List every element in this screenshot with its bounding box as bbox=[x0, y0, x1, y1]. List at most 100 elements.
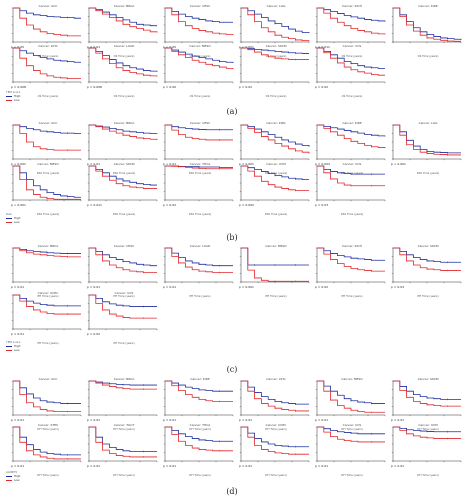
p-value: p = 0.01 bbox=[87, 418, 101, 422]
p-value: p = 0.02 bbox=[87, 332, 101, 336]
x-axis-label: DSS Time (years) bbox=[36, 172, 60, 175]
legend-swatch bbox=[6, 349, 12, 351]
km-curve-high bbox=[165, 247, 233, 267]
panel-title: Cancer: KICH bbox=[342, 4, 362, 8]
x-axis-label: OS Time (years) bbox=[341, 95, 363, 98]
legend-item: Low bbox=[6, 348, 20, 352]
km-curve-high bbox=[13, 426, 81, 456]
legend-item: Low bbox=[6, 98, 20, 102]
km-panel: Cancer: LUAD p = 0.008 OS Time (years) bbox=[81, 44, 158, 98]
panel-title: Cancer: ACC bbox=[38, 121, 58, 125]
panel-title: Cancer: UVM bbox=[266, 162, 286, 166]
x-axis-label: OS Time (years) bbox=[265, 55, 287, 58]
km-plot bbox=[391, 124, 462, 161]
x-axis-label: DSS Time (years) bbox=[264, 172, 288, 175]
km-curve-high bbox=[89, 426, 157, 452]
km-plot bbox=[239, 380, 310, 417]
p-value: p = 0.01 bbox=[87, 464, 101, 468]
km-plot bbox=[87, 380, 158, 417]
km-curve-low bbox=[89, 47, 158, 77]
km-panel: Cancer: LGG p < 0.001 OS Time (years) bbox=[233, 4, 310, 58]
p-value: p < 0.05 bbox=[11, 45, 25, 49]
km-curve-high bbox=[89, 380, 157, 386]
panel-title: Cancer: THCA bbox=[189, 162, 211, 166]
km-curve-high bbox=[317, 47, 385, 69]
panel-title: Cancer: LGG bbox=[266, 4, 286, 8]
legend-label: High bbox=[14, 474, 21, 478]
km-curve-high bbox=[89, 247, 157, 267]
x-axis-label: DFI Time (years) bbox=[341, 474, 363, 477]
km-panel: Cancer: ACC p < 0.05 OS Time (years) bbox=[5, 4, 82, 58]
axes bbox=[392, 248, 461, 283]
km-panel: Cancer: MESO p = 0.001 PFI Time (years) bbox=[233, 244, 310, 298]
p-value: p = 0.01 bbox=[315, 464, 329, 468]
km-curve-high bbox=[165, 426, 233, 442]
panel-title: Cancer: BRCA bbox=[113, 377, 135, 381]
km-plot bbox=[315, 47, 386, 84]
panel-title: Cancer: TGCT bbox=[113, 423, 135, 427]
p-value: p = 0.03 bbox=[315, 203, 329, 207]
panel-title: Cancer: UVM bbox=[418, 423, 438, 427]
legend-item: Low bbox=[6, 220, 20, 224]
km-plot bbox=[163, 165, 234, 202]
km-panel: Cancer: SKCM p = 0.02 OS Time (years) bbox=[233, 44, 310, 98]
km-panel: Cancer: BRCA p = 0.01 PFI Time (years) bbox=[5, 244, 82, 298]
km-curve-low bbox=[317, 7, 386, 35]
legend-item: Low bbox=[6, 478, 20, 482]
p-value: p = 0.00 bbox=[163, 85, 177, 89]
panel-title: Cancer: SKCM bbox=[113, 162, 135, 166]
panel-title: Cancer: LUAD bbox=[113, 44, 135, 48]
p-value: p = 0.01 bbox=[163, 285, 177, 289]
km-plot bbox=[87, 426, 158, 463]
km-curve-low bbox=[317, 380, 385, 413]
km-plot bbox=[239, 124, 310, 161]
km-panel: Cancer: MESO p < 0.001 DSS Time (years) bbox=[5, 162, 82, 216]
km-panel: Cancer: UCS p = 0.03 DSS Time (years) bbox=[309, 162, 386, 216]
p-value: p = 0.01 bbox=[391, 464, 405, 468]
km-curve-high bbox=[13, 294, 81, 307]
km-plot bbox=[163, 124, 234, 161]
axes bbox=[316, 166, 385, 201]
km-panel: Cancer: UCEC p = 0.01 DFI Time (years) bbox=[233, 423, 310, 477]
legend: TEM score High Low bbox=[6, 340, 20, 352]
km-curve-low bbox=[241, 247, 309, 282]
x-axis-label: PFI Time (years) bbox=[341, 295, 363, 298]
x-axis-label: DFI Time (years) bbox=[265, 428, 287, 431]
km-curve-high bbox=[241, 165, 309, 180]
panel-title: Cancer: CESC bbox=[113, 244, 135, 248]
km-panel: Cancer: CESC p < 0.01 DSS Time (years) bbox=[157, 121, 234, 175]
x-axis-label: PFI Time (years) bbox=[417, 295, 439, 298]
legend-swatch bbox=[6, 475, 12, 477]
axes bbox=[164, 8, 233, 43]
km-curve-low bbox=[241, 47, 309, 60]
km-plot bbox=[11, 47, 82, 84]
km-plot bbox=[87, 294, 158, 331]
panel-title: Cancer: KIRP bbox=[342, 121, 362, 125]
legend-item: High bbox=[6, 216, 20, 220]
km-curve-high bbox=[13, 380, 81, 404]
km-panel: Cancer: THCA p = 0.01 DFI Time (years) bbox=[157, 423, 234, 477]
panel-title: Cancer: MESO bbox=[189, 44, 211, 48]
legend-swatch bbox=[6, 479, 12, 481]
panel-title: Cancer: LIHC bbox=[266, 377, 286, 381]
p-value: p < 0.001 bbox=[391, 162, 406, 166]
panel-title: Cancer: CESC bbox=[189, 4, 211, 8]
legend-swatch bbox=[6, 99, 12, 101]
x-axis-label: OS Time (years) bbox=[265, 95, 287, 98]
x-axis-label: DFI Time (years) bbox=[417, 428, 439, 431]
panel-title: Cancer: STES bbox=[37, 423, 58, 427]
p-value: p = 0.008 bbox=[11, 85, 26, 89]
km-curve-high bbox=[317, 426, 385, 435]
p-value: p < 0.001 bbox=[11, 162, 26, 166]
km-curve-low bbox=[89, 380, 157, 390]
p-value: p = 0.01 bbox=[11, 332, 25, 336]
panel-caption: (d) bbox=[226, 487, 238, 496]
x-axis-label: DFI Time (years) bbox=[417, 474, 439, 477]
legend: ALKBH5 High Low bbox=[6, 470, 20, 482]
km-panel: Cancer: ACC p < 0.001 DSS Time (years) bbox=[5, 121, 82, 175]
km-curve-high bbox=[241, 247, 309, 266]
km-plot bbox=[239, 247, 310, 284]
x-axis-label: OS Time (years) bbox=[113, 95, 135, 98]
km-curve-high bbox=[317, 7, 386, 22]
x-axis-label: OS Time (years) bbox=[417, 55, 439, 58]
